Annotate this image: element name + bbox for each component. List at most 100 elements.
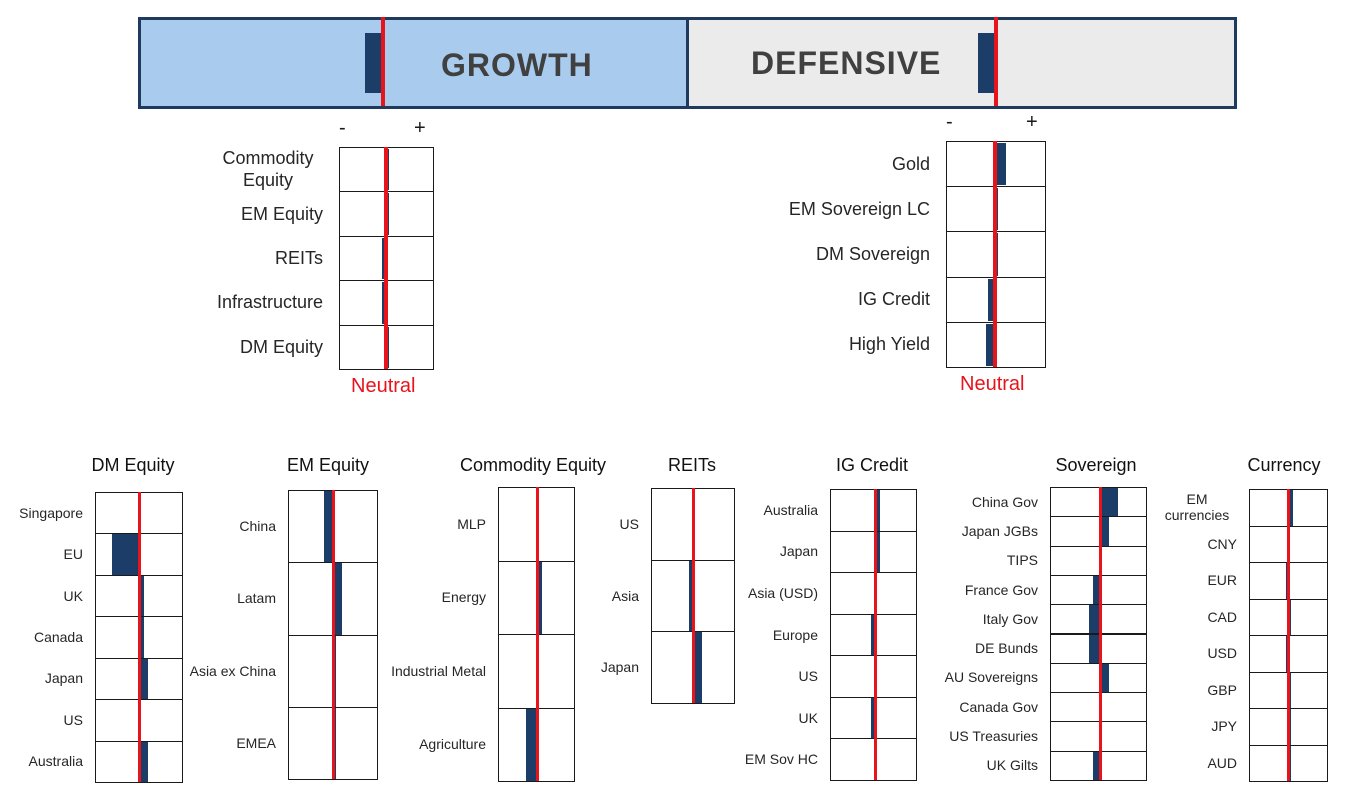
panel-label-dm-equity-canada: Canada	[33, 629, 83, 645]
panel-bar-sovereign-japan-jgbs	[1100, 517, 1109, 546]
row-label-infrastructure: Infrastructure	[216, 292, 323, 313]
row-cell-left-dm-sovereign	[946, 231, 996, 278]
bar-reits	[381, 237, 386, 280]
growth-position-bar	[365, 33, 383, 93]
panel-cell-right-commodity-equity-energy	[537, 560, 575, 635]
panel-bar-reits-japan	[693, 632, 702, 703]
panel-label-sovereign-us-treasuries: US Treasuries	[949, 728, 1038, 745]
neutral-label: Neutral	[351, 375, 416, 397]
row-label-em-sovereign-lc: EM Sovereign LC	[788, 198, 930, 219]
panel-label-currency-jpy: JPY	[1211, 718, 1237, 735]
row-cell-right-reits	[386, 235, 434, 282]
row-cell-right-em-equity	[386, 191, 434, 237]
panel-neutral-line-em-equity	[331, 490, 335, 779]
panel-cell-left-sovereign-au-sovereigns	[1050, 662, 1101, 694]
panel-label-em-equity-latam: Latam	[237, 590, 276, 607]
panel-bar-dm-equity-eu	[112, 534, 139, 575]
row-cell-right-high-yield	[995, 321, 1046, 368]
panel-cell-right-sovereign-tips	[1100, 545, 1147, 576]
defensive-banner: DEFENSIVE	[689, 17, 1234, 106]
panel-label-sovereign-japan-jgbs: Japan JGBs	[961, 522, 1038, 539]
panel-bar-ig-credit-japan	[875, 531, 880, 573]
panel-cell-left-em-equity-emea	[288, 706, 334, 780]
panel-cell-left-ig-credit-em-sov-hc	[830, 738, 876, 781]
row-cell-left-infrastructure	[339, 280, 387, 326]
panel-cell-left-ig-credit-europe	[830, 613, 876, 657]
panel-label-currency-eur: EUR	[1207, 572, 1237, 589]
panel-bar-commodity-equity-agriculture	[525, 708, 537, 781]
row-cell-right-infrastructure	[386, 280, 434, 326]
panel-neutral-line-ig-credit	[873, 489, 877, 780]
panel-label-sovereign-italy-gov: Italy Gov	[982, 610, 1038, 627]
bar-ig-credit	[987, 278, 995, 321]
panel-cell-left-commodity-equity-industrial-metal	[498, 634, 538, 709]
panel-bar-em-equity-china	[324, 491, 333, 563]
minus-sign: -	[339, 117, 346, 139]
panel-neutral-line-dm-equity	[137, 492, 141, 782]
panel-label-ig-credit-asia-usd: Asia (USD)	[747, 584, 818, 601]
panel-label-dm-equity-us: US	[63, 711, 83, 728]
panel-label-sovereign-china-gov: China Gov	[971, 493, 1038, 510]
panel-label-sovereign-canada-gov: Canada Gov	[959, 698, 1038, 715]
panel-cell-right-currency-gbp	[1288, 671, 1328, 709]
panel-cell-left-currency-em-currencies	[1249, 489, 1289, 527]
panel-cell-right-sovereign-canada-gov	[1100, 692, 1147, 723]
row-cell-right-dm-sovereign	[995, 231, 1046, 278]
panel-cell-left-currency-eur	[1249, 562, 1289, 600]
panel-cell-left-sovereign-canada-gov	[1050, 692, 1101, 723]
panel-cell-right-ig-credit-australia	[875, 489, 917, 532]
panel-cell-left-dm-equity-us	[95, 699, 140, 742]
plus-sign: +	[1026, 111, 1038, 133]
panel-bar-em-equity-latam	[333, 563, 342, 635]
defensive-title: DEFENSIVE	[751, 45, 942, 81]
panel-title-commodity-equity: Commodity Equity	[459, 455, 607, 475]
row-label-dm-sovereign: DM Sovereign	[815, 244, 930, 264]
panel-label-reits-us: US	[619, 515, 639, 532]
panel-cell-left-currency-jpy	[1249, 708, 1289, 746]
bar-high-yield	[986, 323, 995, 366]
panel-bar-sovereign-uk-gilts	[1093, 751, 1100, 780]
row-cell-right-dm-equity	[386, 324, 434, 370]
panel-label-dm-equity-singapore: Singapore	[19, 504, 83, 521]
panel-label-currency-em-currencies: EM currencies	[1164, 491, 1230, 524]
panel-cell-left-ig-credit-uk	[830, 696, 876, 740]
panel-label-ig-credit-em-sov-hc: EM Sov HC	[744, 751, 818, 768]
panel-bar-ig-credit-europe	[870, 614, 875, 656]
panel-bar-sovereign-de-bunds	[1088, 634, 1100, 663]
panel-label-em-equity-asia-ex-china: Asia ex China	[189, 662, 276, 679]
panel-label-commodity-equity-industrial-metal: Industrial Metal	[391, 662, 486, 679]
row-label-gold: Gold	[891, 153, 930, 174]
panel-bar-sovereign-italy-gov	[1088, 605, 1100, 634]
growth-defensive-banner: GROWTH DEFENSIVE	[138, 17, 1237, 109]
panel-cell-right-dm-equity-eu	[139, 533, 183, 576]
growth-title: GROWTH	[441, 47, 593, 83]
panel-bar-sovereign-china-gov	[1100, 488, 1118, 517]
panel-label-commodity-equity-energy: Energy	[441, 589, 486, 606]
panel-cell-left-currency-usd	[1249, 635, 1289, 673]
panel-bar-currency-gbp	[1288, 672, 1291, 708]
panel-label-currency-aud: AUD	[1207, 754, 1237, 771]
panel-cell-left-em-equity-latam	[288, 562, 334, 636]
panel-label-ig-credit-australia: Australia	[763, 501, 818, 518]
panel-label-commodity-equity-agriculture: Agriculture	[419, 736, 486, 753]
panel-neutral-line-commodity-equity	[535, 487, 539, 781]
panel-bar-currency-em-currencies	[1288, 490, 1293, 526]
panel-bar-dm-equity-japan	[139, 658, 148, 700]
panel-cell-left-currency-aud	[1249, 744, 1289, 782]
panel-label-sovereign-uk-gilts: UK Gilts	[986, 757, 1038, 774]
panel-cell-right-em-equity-china	[333, 490, 378, 564]
panel-label-reits-japan: Japan	[600, 659, 639, 676]
panel-cell-left-currency-gbp	[1249, 671, 1289, 709]
row-label-high-yield: High Yield	[848, 334, 930, 355]
neutral-line	[384, 147, 388, 369]
panel-label-reits-asia: Asia	[611, 587, 639, 604]
panel-cell-right-ig-credit-asia-usd	[875, 572, 917, 615]
panel-cell-left-ig-credit-us	[830, 655, 876, 698]
panel-cell-right-reits-us	[693, 488, 735, 561]
row-cell-left-reits	[339, 235, 387, 282]
panel-bar-reits-asia	[688, 560, 693, 632]
panel-label-sovereign-france-gov: France Gov	[964, 581, 1038, 598]
panel-cell-left-dm-equity-uk	[95, 574, 140, 618]
panel-bar-ig-credit-australia	[875, 490, 880, 531]
panel-label-dm-equity-eu: EU	[63, 546, 83, 563]
